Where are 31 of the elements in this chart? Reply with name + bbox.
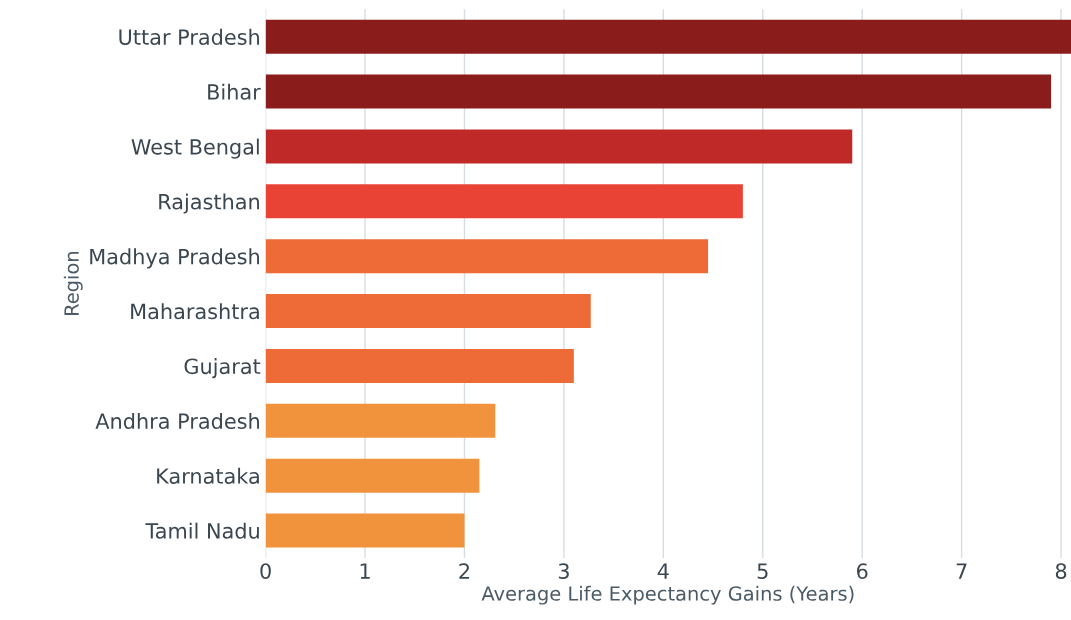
y-tick-label: Bihar xyxy=(208,83,261,100)
bar xyxy=(265,74,1052,109)
x-tick-label: 1 xyxy=(360,563,370,579)
bar xyxy=(265,403,496,438)
x-axis-title: Average Life Expectancy Gains (Years) xyxy=(481,585,854,605)
y-tick-label: Tamil Nadu xyxy=(145,522,259,539)
bar xyxy=(265,129,853,164)
y-axis-title: Region xyxy=(63,252,83,316)
x-tick-label: 7 xyxy=(956,563,967,579)
bar xyxy=(265,184,743,219)
y-tick-label: Gujarat xyxy=(184,358,261,379)
bar xyxy=(265,513,465,548)
bar xyxy=(265,294,591,329)
bar xyxy=(265,239,709,274)
y-tick-label: West Bengal xyxy=(131,138,259,159)
x-tick-label: 4 xyxy=(657,563,669,579)
y-tick-label: Karnataka xyxy=(157,467,259,484)
x-tick-label: 5 xyxy=(757,563,768,579)
x-tick-label: 3 xyxy=(558,563,569,579)
y-tick-label: Maharashtra xyxy=(131,303,259,320)
y-tick-label: Rajasthan xyxy=(159,193,259,214)
bar xyxy=(265,348,574,383)
y-tick-label: Andhra Pradesh xyxy=(95,412,259,430)
x-tick-label: 8 xyxy=(1055,563,1067,579)
x-tick-label: 6 xyxy=(857,563,868,579)
x-tick-label: 2 xyxy=(459,563,470,579)
bar xyxy=(265,19,1071,54)
bar xyxy=(265,458,480,493)
y-tick-label: Madhya Pradesh xyxy=(90,248,259,269)
x-tick-label: 0 xyxy=(260,563,271,579)
y-tick-label: Uttar Pradesh xyxy=(119,28,259,45)
